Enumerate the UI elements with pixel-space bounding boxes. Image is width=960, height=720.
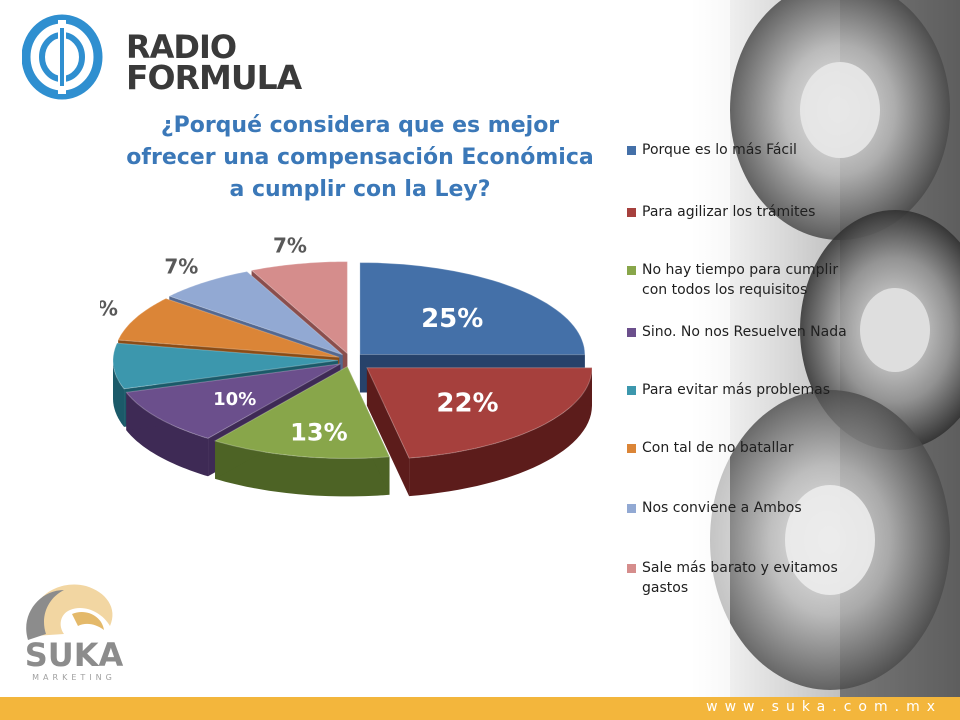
legend-label-line: Sale más barato y evitamos [642, 560, 838, 576]
legend-item: Con tal de no batallar [627, 438, 862, 458]
chart-title-line: ofrecer una compensación Económica [126, 145, 594, 170]
legend-label-line: Porque es lo más Fácil [642, 142, 797, 158]
legend-label-line: Con tal de no batallar [642, 440, 794, 456]
pie-slice [250, 261, 348, 355]
pie-data-label: 7% [273, 234, 307, 258]
legend-item: Para evitar más problemas [627, 380, 862, 400]
pie-slice [112, 342, 339, 390]
pie-data-label: 22% [436, 389, 498, 419]
legend-label-line: Para agilizar los trámites [642, 204, 816, 220]
legend-item: Sale más barato y evitamos gastos [627, 558, 862, 598]
pie-data-label: 7% [164, 255, 198, 279]
legend-swatch [627, 146, 636, 155]
legend-item: Sino. No nos Resuelven Nada [627, 322, 862, 342]
radio-formula-logo: RADIO FORMULA [21, 14, 302, 100]
legend-item: Para agilizar los trámites [627, 202, 862, 222]
legend-label-line: gastos [642, 580, 689, 596]
pie-data-label: 13% [290, 419, 347, 447]
pie-slice-side [215, 440, 390, 497]
legend-swatch [627, 444, 636, 453]
pie-slice-side [113, 360, 124, 427]
pie-slice [366, 367, 593, 459]
pie-chart: 25%22%13%10%8%8%7%7% [100, 234, 593, 497]
pie-data-label: 25% [421, 304, 483, 334]
legend-label: Nos conviene a Ambos [642, 498, 862, 518]
legend-label: Para evitar más problemas [642, 380, 862, 400]
radio-formula-logo-line2: FORMULA [126, 58, 302, 97]
legend-swatch [627, 328, 636, 337]
pie-data-label: 8% [100, 296, 118, 320]
legend-label-line: con todos los requisitos [642, 282, 808, 298]
legend-label: Sale más barato y evitamos gastos [642, 558, 862, 598]
legend-label: Porque es lo más Fácil [642, 140, 862, 160]
legend-item: No hay tiempo para cumplir con todos los … [627, 260, 862, 300]
radio-formula-emblem-icon [21, 14, 103, 100]
chart-title: ¿Porqué considera que es mejor ofrecer u… [120, 110, 600, 206]
chart-title-line: a cumplir con la Ley? [229, 177, 491, 202]
legend-swatch [627, 208, 636, 217]
pie-slice [117, 297, 340, 358]
footer-website-link[interactable]: www.suka.com.mx [706, 699, 942, 715]
legend-label: No hay tiempo para cumplir con todos los … [642, 260, 862, 300]
legend-label-line: No hay tiempo para cumplir [642, 262, 839, 278]
legend-label-line: Nos conviene a Ambos [642, 500, 802, 516]
pie-slice-side [409, 367, 592, 497]
legend-item: Nos conviene a Ambos [627, 498, 862, 518]
legend-label-line: Para evitar más problemas [642, 382, 831, 398]
speaker-background-image [690, 0, 960, 700]
legend-label-line: Sino. No nos Resuelven Nada [642, 324, 847, 340]
legend-item: Porque es lo más Fácil [627, 140, 862, 160]
footer-bar: www.suka.com.mx [0, 697, 960, 720]
legend-swatch [627, 266, 636, 275]
legend-swatch [627, 564, 636, 573]
legend-label: Con tal de no batallar [642, 438, 862, 458]
radio-formula-logo-line1: RADIO [126, 28, 237, 66]
pie-slice [125, 363, 341, 439]
pie-slice [359, 262, 586, 356]
chart-title-line: ¿Porqué considera que es mejor [160, 113, 560, 138]
legend-swatch [627, 504, 636, 513]
legend-swatch [627, 386, 636, 395]
pie-slice [213, 365, 391, 459]
legend-label: Sino. No nos Resuelven Nada [642, 322, 862, 342]
pie-data-label: 10% [213, 389, 256, 410]
suka-logo-name: SUKA [25, 636, 124, 674]
pie-slice-edge [366, 367, 410, 497]
legend-label: Para agilizar los trámites [642, 202, 862, 222]
pie-slice [167, 270, 343, 356]
suka-marketing-logo: SUKA MARKETING [25, 584, 124, 682]
suka-logo-tagline: MARKETING [32, 673, 116, 682]
